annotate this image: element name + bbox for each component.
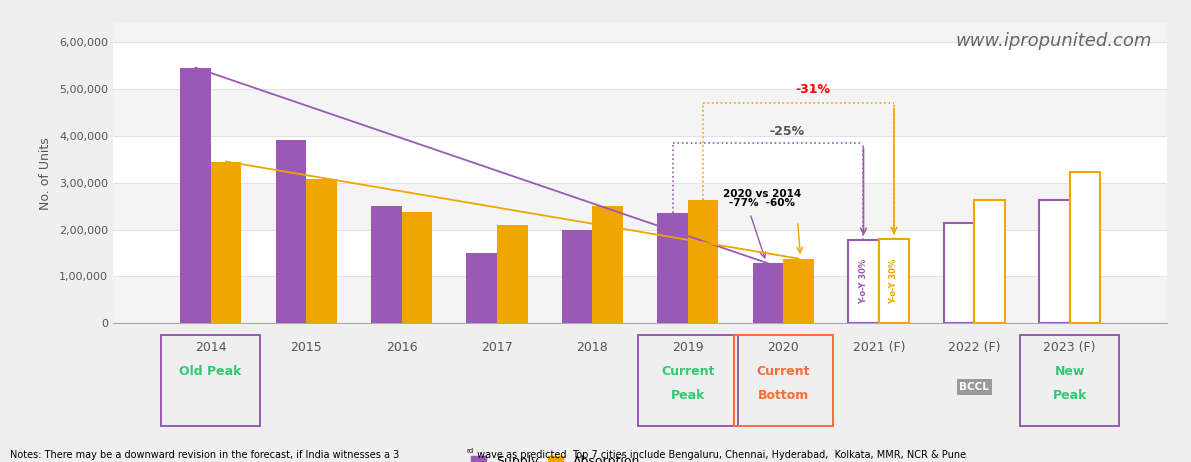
Text: wave as predicted: wave as predicted xyxy=(474,450,567,460)
Bar xyxy=(467,253,497,323)
Text: 2015: 2015 xyxy=(291,341,322,354)
Bar xyxy=(848,240,879,323)
Text: Peak: Peak xyxy=(1053,389,1087,402)
Bar xyxy=(688,200,718,323)
Bar xyxy=(784,259,813,323)
Bar xyxy=(113,0,1167,42)
Bar xyxy=(1039,201,1070,323)
Bar xyxy=(753,263,784,323)
Bar xyxy=(497,225,528,323)
Bar xyxy=(180,67,211,323)
Text: 2014: 2014 xyxy=(195,341,226,354)
Bar xyxy=(306,179,337,323)
Text: 2016: 2016 xyxy=(386,341,417,354)
Bar xyxy=(401,212,432,323)
Text: 2022 (F): 2022 (F) xyxy=(948,341,1000,354)
Bar xyxy=(943,223,974,323)
Text: BCCL: BCCL xyxy=(959,382,990,392)
Text: 2020: 2020 xyxy=(767,341,799,354)
Text: 2019: 2019 xyxy=(672,341,704,354)
Text: Current: Current xyxy=(661,365,715,378)
Text: Top 7 cities include Bengaluru, Chennai, Hyderabad,  Kolkata, MMR, NCR & Pune: Top 7 cities include Bengaluru, Chennai,… xyxy=(572,450,966,460)
Bar xyxy=(113,89,1167,136)
Bar xyxy=(211,162,242,323)
Bar xyxy=(974,201,1005,323)
Bar xyxy=(562,230,592,323)
Text: -31%: -31% xyxy=(796,83,830,96)
Text: -77%  -60%: -77% -60% xyxy=(729,199,796,208)
Bar xyxy=(1070,172,1100,323)
Legend: Supply, Absorption: Supply, Absorption xyxy=(466,450,646,462)
Bar xyxy=(275,140,306,323)
Text: Old Peak: Old Peak xyxy=(180,365,242,378)
Text: Bottom: Bottom xyxy=(757,389,809,402)
Bar xyxy=(113,276,1167,323)
Text: 2023 (F): 2023 (F) xyxy=(1043,341,1096,354)
Y-axis label: No. of Units: No. of Units xyxy=(39,137,52,210)
Text: New: New xyxy=(1054,365,1085,378)
Bar xyxy=(372,206,401,323)
Text: 2020 vs 2014: 2020 vs 2014 xyxy=(723,189,802,199)
Bar xyxy=(113,182,1167,230)
Text: 2017: 2017 xyxy=(481,341,513,354)
Text: www.ipropunited.com: www.ipropunited.com xyxy=(955,32,1152,50)
Text: rd: rd xyxy=(467,448,474,454)
Bar xyxy=(657,213,688,323)
Bar xyxy=(592,206,623,323)
Text: Notes: There may be a downward revision in the forecast, if India witnesses a 3: Notes: There may be a downward revision … xyxy=(10,450,399,460)
Text: Current: Current xyxy=(756,365,810,378)
Text: Y-o-Y 30%: Y-o-Y 30% xyxy=(890,259,898,304)
Bar xyxy=(879,239,909,323)
Text: -25%: -25% xyxy=(769,125,805,138)
Text: 2018: 2018 xyxy=(576,341,609,354)
Text: Y-o-Y 30%: Y-o-Y 30% xyxy=(859,259,868,304)
Text: 2021 (F): 2021 (F) xyxy=(853,341,905,354)
Text: Peak: Peak xyxy=(671,389,705,402)
